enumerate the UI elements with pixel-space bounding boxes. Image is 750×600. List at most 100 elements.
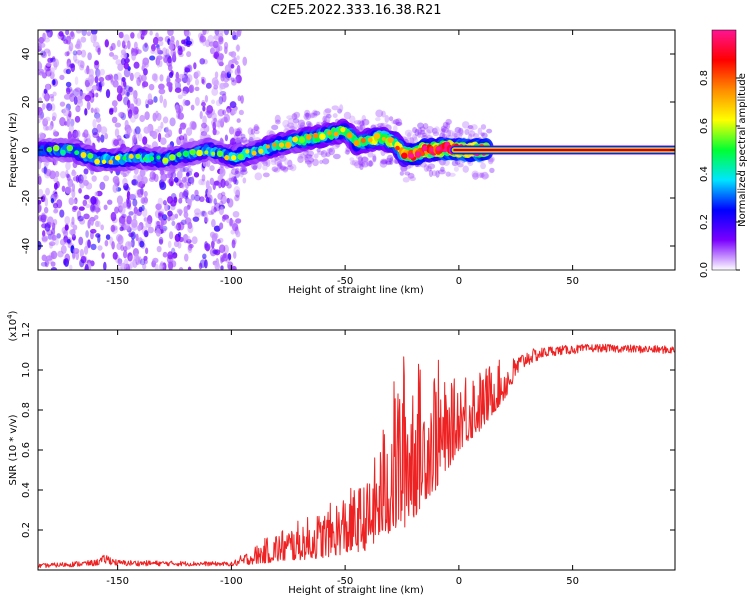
- noise-speckle: [178, 46, 186, 52]
- ridge-spot: [401, 152, 408, 160]
- haze-speckle: [351, 159, 360, 166]
- noise-speckle: [131, 218, 138, 229]
- noise-speckle: [118, 266, 123, 270]
- noise-speckle: [220, 191, 226, 197]
- noise-speckle: [201, 79, 205, 84]
- haze-speckle: [448, 172, 456, 177]
- noise-speckle: [116, 85, 123, 95]
- noise-speckle: [178, 182, 184, 189]
- noise-speckle: [47, 49, 51, 57]
- haze-speckle: [239, 169, 248, 175]
- noise-speckle: [236, 64, 241, 74]
- noise-speckle: [177, 231, 182, 238]
- noise-speckle: [135, 49, 142, 55]
- noise-speckle: [235, 189, 241, 198]
- noise-speckle: [242, 56, 248, 66]
- noise-speckle: [181, 90, 187, 97]
- noise-speckle: [190, 176, 195, 186]
- haze-speckle: [412, 127, 418, 134]
- haze-speckle: [400, 166, 408, 172]
- noise-speckle: [167, 210, 173, 217]
- haze-speckle: [305, 120, 312, 126]
- ridge-spot: [395, 145, 400, 151]
- noise-speckle: [142, 81, 149, 88]
- haze-speckle: [332, 113, 338, 118]
- noise-speckle: [158, 208, 165, 214]
- haze-speckle: [458, 127, 464, 135]
- noise-speckle: [91, 127, 98, 136]
- ridge-spot: [319, 133, 326, 140]
- noise-speckle: [194, 189, 199, 197]
- noise-speckle: [194, 86, 200, 92]
- noise-speckle: [172, 51, 176, 59]
- noise-speckle: [38, 118, 41, 124]
- noise-speckle: [139, 258, 146, 266]
- haze-speckle: [287, 118, 294, 125]
- spectrogram-x-tick-label: 0: [456, 276, 462, 287]
- noise-speckle: [233, 251, 237, 259]
- haze-speckle: [278, 166, 287, 171]
- noise-speckle: [94, 76, 99, 84]
- noise-speckle: [38, 160, 42, 170]
- haze-speckle: [293, 111, 301, 119]
- noise-speckle: [38, 204, 42, 213]
- haze-speckle: [421, 132, 427, 138]
- noise-speckle: [209, 194, 213, 204]
- haze-speckle: [432, 131, 440, 137]
- noise-speckle: [158, 238, 164, 245]
- noise-speckle: [116, 242, 122, 251]
- noise-speckle: [116, 134, 122, 142]
- noise-speckle: [83, 168, 89, 175]
- ridge-spot: [346, 132, 353, 139]
- noise-speckle: [219, 167, 226, 177]
- figure-title: C2E5.2022.333.16.38.R21: [270, 3, 441, 18]
- noise-speckle: [56, 233, 61, 239]
- haze-speckle: [361, 115, 367, 122]
- noise-speckle: [220, 265, 224, 270]
- haze-speckle: [236, 136, 244, 144]
- noise-speckle: [232, 35, 238, 41]
- haze-speckle: [446, 129, 452, 138]
- noise-speckle: [41, 254, 47, 262]
- haze-speckle: [275, 119, 281, 125]
- noise-speckle: [86, 31, 92, 37]
- noise-speckle: [64, 51, 69, 57]
- ridge-spot: [387, 136, 394, 144]
- noise-speckle: [69, 63, 75, 69]
- noise-speckle: [69, 93, 75, 103]
- noise-speckle: [201, 122, 208, 129]
- noise-speckle: [134, 133, 140, 139]
- haze-speckle: [358, 161, 364, 166]
- noise-speckle: [98, 83, 103, 93]
- haze-speckle: [273, 168, 281, 173]
- noise-speckle: [69, 31, 75, 40]
- noise-speckle: [119, 111, 125, 119]
- ridge-spot: [122, 156, 127, 161]
- noise-speckle: [142, 263, 147, 270]
- ridge-spot: [326, 130, 332, 136]
- noise-speckle: [236, 55, 240, 61]
- haze-speckle: [462, 121, 470, 129]
- noise-speckle: [137, 132, 143, 142]
- haze-speckle: [274, 114, 281, 123]
- noise-speckle: [156, 58, 161, 68]
- noise-speckle: [84, 79, 90, 88]
- noise-speckle: [123, 182, 129, 191]
- noise-speckle: [57, 250, 64, 258]
- noise-speckle: [231, 77, 235, 83]
- haze-speckle: [262, 172, 270, 178]
- ridge-spot: [46, 146, 53, 153]
- noise-speckle: [185, 31, 191, 37]
- noise-speckle: [111, 116, 118, 124]
- noise-speckle: [45, 62, 52, 67]
- haze-speckle: [423, 164, 430, 172]
- noise-speckle: [178, 135, 185, 141]
- noise-speckle: [100, 134, 105, 143]
- ridge-spot: [60, 149, 66, 156]
- noise-speckle: [44, 197, 49, 207]
- noise-speckle: [215, 99, 222, 107]
- noise-speckle: [46, 103, 53, 112]
- noise-speckle: [76, 49, 83, 56]
- haze-speckle: [409, 137, 415, 144]
